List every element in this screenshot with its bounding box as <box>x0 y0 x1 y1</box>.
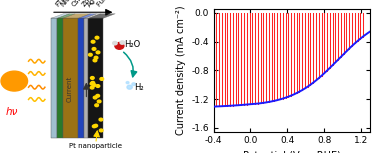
Circle shape <box>90 86 94 89</box>
Circle shape <box>127 85 132 89</box>
Circle shape <box>96 94 99 97</box>
Text: FTO: FTO <box>54 0 67 8</box>
Bar <box>57 18 63 138</box>
Polygon shape <box>63 14 90 18</box>
Bar <box>84 18 88 138</box>
Text: H₂: H₂ <box>134 83 143 92</box>
Circle shape <box>99 118 103 121</box>
Circle shape <box>95 104 99 107</box>
Polygon shape <box>88 14 115 18</box>
Polygon shape <box>57 14 75 18</box>
Text: Pt nanoparticle: Pt nanoparticle <box>69 143 122 149</box>
Circle shape <box>95 36 99 39</box>
Circle shape <box>100 78 104 80</box>
Text: Fusible metal: Fusible metal <box>96 0 130 8</box>
Text: CsPbBr₃: CsPbBr₃ <box>71 0 93 8</box>
Circle shape <box>115 43 124 49</box>
Circle shape <box>92 48 96 50</box>
Y-axis label: Current density (mA cm⁻²): Current density (mA cm⁻²) <box>175 6 186 135</box>
Circle shape <box>92 125 96 128</box>
Circle shape <box>93 96 97 99</box>
X-axis label: Potential (V vs RHE): Potential (V vs RHE) <box>243 151 341 153</box>
Bar <box>63 18 78 138</box>
Polygon shape <box>78 14 96 18</box>
Circle shape <box>90 82 94 85</box>
Bar <box>88 18 103 138</box>
Circle shape <box>91 81 94 84</box>
Circle shape <box>96 85 100 87</box>
Circle shape <box>120 41 124 44</box>
Circle shape <box>94 56 98 59</box>
Circle shape <box>94 124 98 127</box>
Text: hν: hν <box>6 107 19 117</box>
Bar <box>78 18 84 138</box>
Text: NiO: NiO <box>60 0 73 8</box>
Text: H₂O: H₂O <box>124 40 141 49</box>
Polygon shape <box>51 14 70 18</box>
Circle shape <box>126 82 129 84</box>
Text: Current: Current <box>67 76 73 102</box>
Text: Ag: Ag <box>86 0 97 8</box>
Bar <box>51 18 57 138</box>
Polygon shape <box>84 14 101 18</box>
Circle shape <box>113 41 117 45</box>
Circle shape <box>99 129 103 132</box>
Circle shape <box>93 59 97 62</box>
Circle shape <box>88 53 92 56</box>
Circle shape <box>90 76 94 79</box>
Text: ZnO: ZnO <box>81 0 95 8</box>
Circle shape <box>96 51 100 54</box>
Circle shape <box>132 83 136 86</box>
Circle shape <box>97 100 101 103</box>
Circle shape <box>1 71 28 91</box>
Circle shape <box>91 40 95 43</box>
Circle shape <box>92 84 96 86</box>
